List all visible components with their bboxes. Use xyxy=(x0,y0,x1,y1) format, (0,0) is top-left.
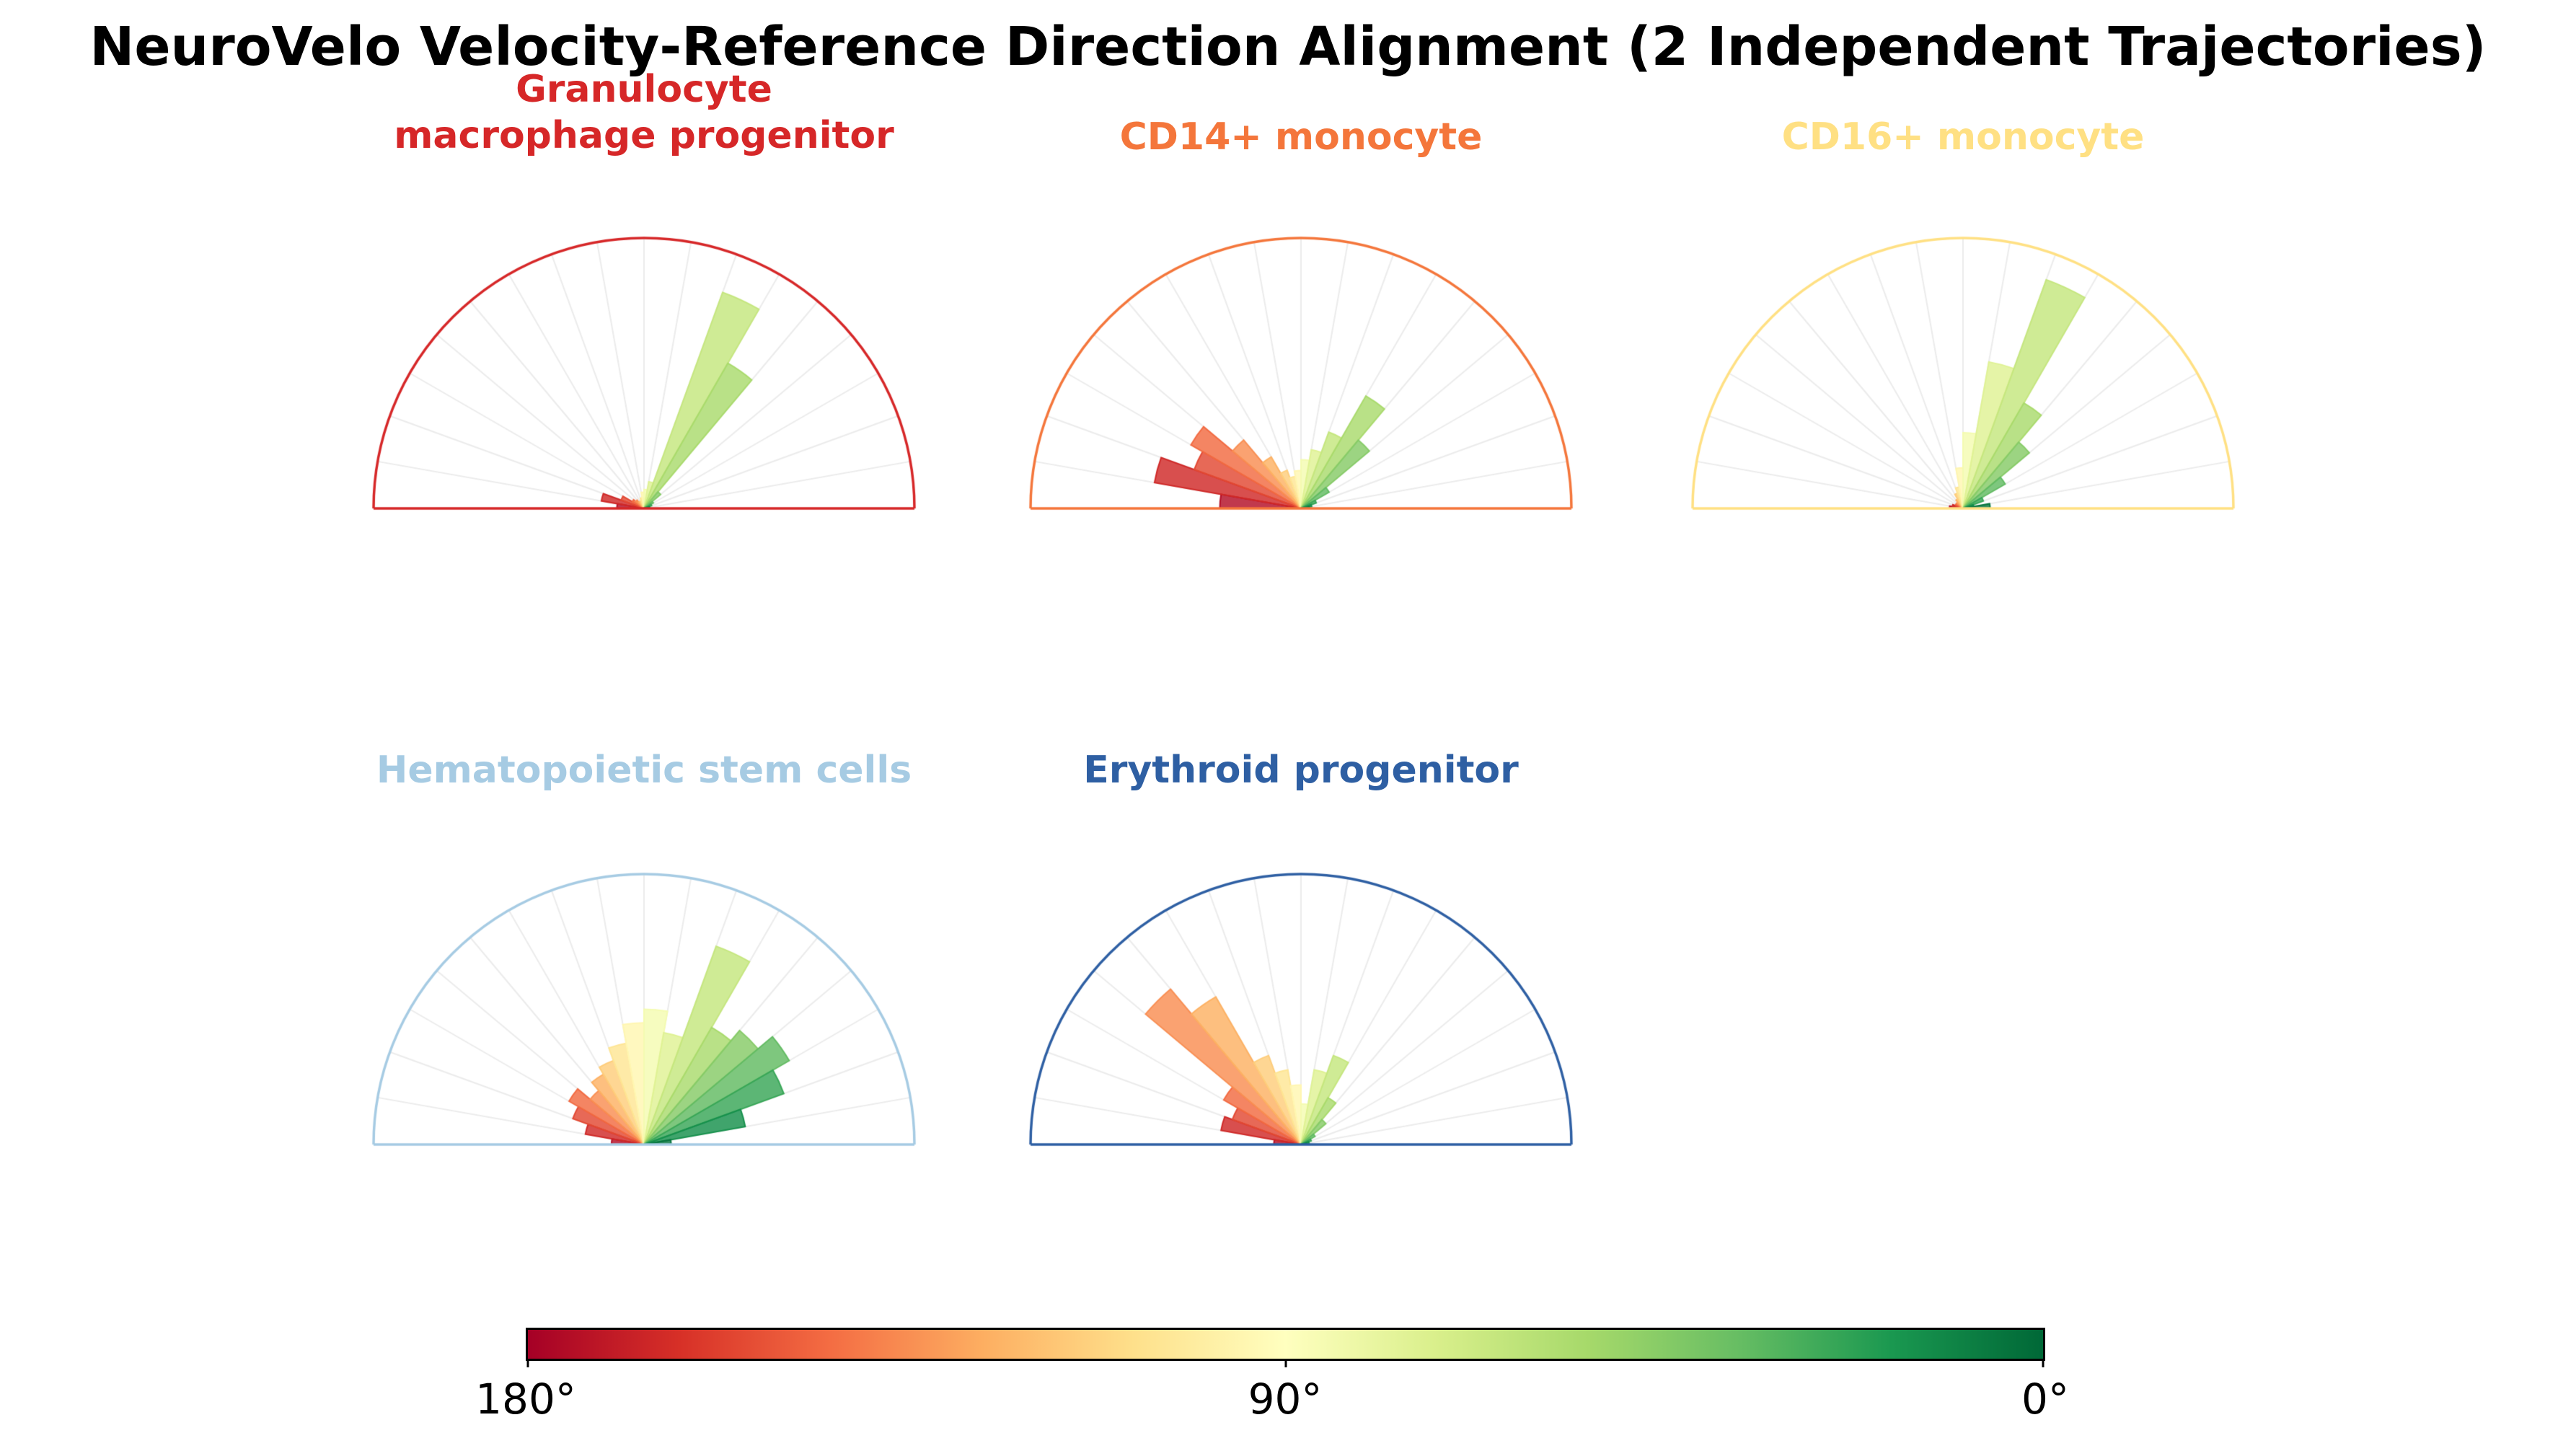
plot-title-erythroid-progenitor: Erythroid progenitor xyxy=(1083,749,1519,792)
plot-title-cd14-monocyte: CD14+ monocyte xyxy=(1119,115,1483,159)
rose-plot-erythroid-progenitor xyxy=(998,852,1604,1163)
rose-plot-hematopoietic-stem-cells xyxy=(341,852,947,1163)
angle-colorbar xyxy=(526,1328,2045,1367)
plot-title-granulocyte-macrophage-progenitor: Granulocyte macrophage progenitor xyxy=(394,68,894,157)
colorbar-tick-90 xyxy=(1284,1359,1287,1367)
figure-title: NeuroVelo Velocity-Reference Direction A… xyxy=(89,16,2487,78)
plot-title-cd16-monocyte: CD16+ monocyte xyxy=(1781,115,2145,159)
colorbar-label-0: 0° xyxy=(2021,1375,2069,1424)
colorbar-tick-180 xyxy=(526,1359,529,1367)
colorbar-label-90: 90° xyxy=(1248,1375,1323,1424)
plot-title-hematopoietic-stem-cells: Hematopoietic stem cells xyxy=(376,749,912,792)
colorbar-tick-0 xyxy=(2042,1359,2045,1367)
colorbar-label-180: 180° xyxy=(475,1375,576,1424)
rose-plot-cd16-monocyte xyxy=(1660,216,2266,526)
rose-plot-cd14-monocyte xyxy=(998,216,1604,526)
rose-plot-granulocyte-macrophage-progenitor xyxy=(341,216,947,526)
